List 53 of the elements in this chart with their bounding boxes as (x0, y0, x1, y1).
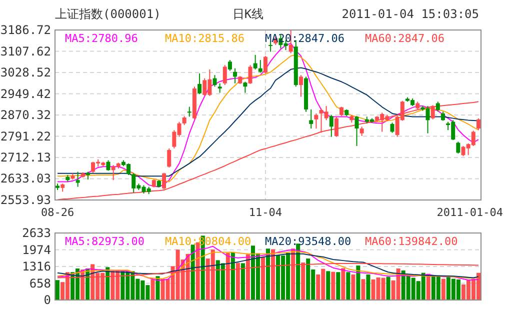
bar (156, 276, 160, 300)
bar (366, 274, 370, 300)
y-tick-label: 658 (29, 276, 51, 290)
y-tick-label: 3186.72 (0, 23, 51, 37)
bar (291, 248, 296, 300)
bar (301, 262, 306, 300)
bar (236, 262, 240, 300)
bar (356, 266, 360, 300)
bar (230, 252, 235, 300)
y-tick-label: 3028.52 (0, 66, 51, 80)
y-tick-label: 2949.42 (0, 86, 51, 101)
bar (361, 279, 366, 300)
bar (150, 279, 155, 300)
text: MA5:82973.00 (65, 235, 144, 248)
bar (441, 278, 446, 300)
bar (226, 252, 230, 300)
y-tick-label: 1316 (22, 260, 51, 274)
y-tick-label: 2633.03 (0, 172, 51, 186)
text: MA60:2847.06 (365, 32, 444, 45)
bar (190, 244, 195, 300)
y-tick-label: 2791.22 (0, 129, 51, 144)
series-label: MA20:93548.00 (265, 235, 352, 248)
bar (266, 248, 270, 300)
bar (336, 272, 340, 300)
bar (386, 276, 390, 300)
text: MA10:2815.86 (165, 32, 244, 45)
x-tick-label: 2011-01-04 (436, 206, 504, 219)
bar (351, 274, 356, 300)
text: MA5:2780.96 (65, 32, 138, 45)
y-tick-label: 3107.62 (0, 44, 51, 58)
bar (296, 244, 300, 300)
bar (346, 272, 350, 300)
y-tick-label: 2633 (22, 226, 51, 240)
x-tick-label: 11-04 (248, 206, 282, 219)
bar (260, 256, 265, 300)
bar (326, 271, 330, 300)
bar (246, 254, 250, 300)
bar (271, 249, 276, 300)
series-label: MA60:139842.00 (365, 235, 458, 248)
chart-title: 上证指数(000001) (55, 7, 161, 21)
y-tick-label: 2712.13 (0, 150, 51, 164)
y-tick-label: 2553.93 (0, 193, 51, 207)
bar (331, 272, 336, 300)
chart-subtitle: 日K线 (232, 7, 264, 21)
bar (341, 268, 346, 300)
bar (240, 263, 245, 300)
bar (106, 267, 110, 300)
text: 2011-01-04 15:03:05 (342, 7, 479, 21)
bar (56, 280, 60, 300)
x-tick-label: 08-26 (40, 206, 74, 219)
y-tick-label: 1974 (22, 242, 51, 257)
y-tick-label: 0 (44, 293, 51, 307)
y-tick-label: 2870.32 (0, 108, 51, 122)
